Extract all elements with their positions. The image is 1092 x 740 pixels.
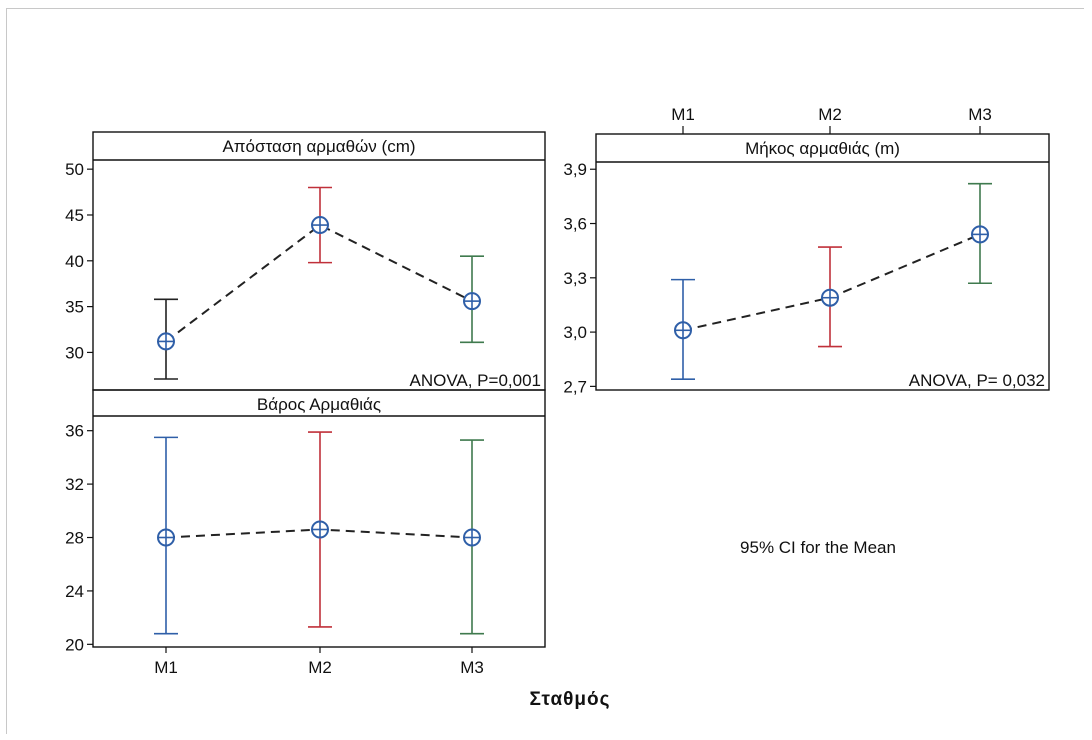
x-tick-label: M1 — [671, 105, 695, 124]
panel-title: Βάρος Αρμαθιάς — [257, 395, 381, 414]
x-tick-label: M2 — [818, 105, 842, 124]
y-tick-label: 28 — [65, 529, 84, 548]
y-tick-label: 3,3 — [563, 269, 587, 288]
mean-connector-line — [682, 233, 981, 332]
panel-title: Μήκος αρμαθιάς (m) — [745, 139, 900, 158]
x-axis-label: Σταθμός — [529, 689, 610, 710]
y-tick-label: 32 — [65, 475, 84, 494]
figure-frame — [6, 8, 1084, 734]
x-tick-label: M2 — [308, 658, 332, 677]
panel-apostasi: Απόσταση αρμαθών (cm) 30 35 40 45 50 ANOVA, P=… — [65, 131, 546, 391]
x-tick-label: M1 — [154, 658, 178, 677]
panel-frame — [92, 389, 546, 648]
y-tick-label: 24 — [65, 582, 84, 601]
anova-annotation: ANOVA, P=0,001 — [409, 371, 541, 390]
y-tick-label: 35 — [65, 298, 84, 317]
y-tick-label: 3,0 — [563, 323, 587, 342]
panel-title: Απόσταση αρμαθών (cm) — [222, 137, 415, 156]
panel-varos: Βάρος Αρμαθιάς 20 24 28 32 36 M1 M2 M3 — [65, 389, 546, 677]
mean-connector-line — [165, 223, 473, 343]
y-tick-label: 40 — [65, 252, 84, 271]
x-tick-label: M3 — [968, 105, 992, 124]
panel-frame — [92, 131, 546, 391]
ci-note: 95% CI for the Mean — [740, 538, 896, 557]
x-tick-label: M3 — [460, 658, 484, 677]
y-tick-label: 20 — [65, 635, 84, 654]
panel-frame — [595, 133, 1050, 391]
y-tick-label: 30 — [65, 343, 84, 362]
y-tick-label: 3,6 — [563, 215, 587, 234]
y-tick-label: 45 — [65, 206, 84, 225]
y-tick-label: 2,7 — [563, 377, 587, 396]
y-tick-label: 36 — [65, 422, 84, 441]
y-tick-label: 50 — [65, 160, 84, 179]
y-tick-label: 3,9 — [563, 160, 587, 179]
panel-mikos: Μήκος αρμαθιάς (m) 2,7 3,0 3,3 3,6 3,9 M1 M2 M3 A… — [563, 105, 1050, 396]
anova-annotation: ANOVA, P= 0,032 — [909, 371, 1045, 390]
